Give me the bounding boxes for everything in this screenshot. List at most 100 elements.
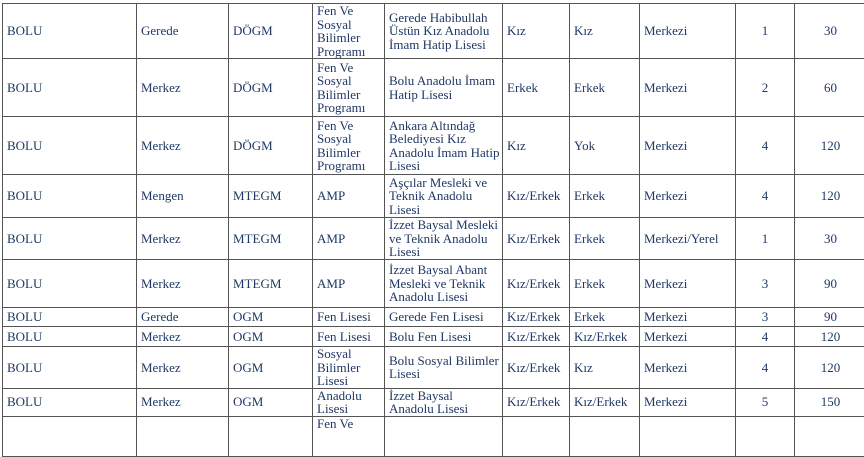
table-cell: MTEGM: [229, 218, 313, 260]
table-cell: İzzet Baysal Abant Mesleki ve Teknik Ana…: [385, 260, 503, 308]
table-cell: [640, 416, 736, 456]
table-cell: Merkezi: [640, 4, 736, 59]
table-cell: BOLU: [3, 175, 137, 218]
table-cell: 120: [795, 175, 864, 218]
table-cell: 120: [795, 327, 864, 347]
table-cell: Kız/Erkek: [503, 327, 570, 347]
table-cell: Merkezi: [640, 327, 736, 347]
table-cell: [570, 416, 640, 456]
table-cell: MTEGM: [229, 260, 313, 308]
table-cell: 30: [795, 4, 864, 59]
table-cell: Kız/Erkek: [570, 327, 640, 347]
table-cell: Fen Lisesi: [313, 327, 385, 347]
table-cell: [736, 416, 795, 456]
table-cell: Bolu Fen Lisesi: [385, 327, 503, 347]
table-cell: 120: [795, 347, 864, 389]
table-cell: Kız/Erkek: [503, 175, 570, 218]
table-cell: 3: [736, 308, 795, 327]
table-cell: Merkezi: [640, 175, 736, 218]
table-cell: 4: [736, 347, 795, 389]
table-cell: 1: [736, 218, 795, 260]
table-cell: Fen Lisesi: [313, 308, 385, 327]
table-cell: Kız: [570, 347, 640, 389]
table-cell: Gerede: [137, 4, 229, 59]
table-cell: 60: [795, 59, 864, 117]
table-cell: 120: [795, 117, 864, 175]
table-cell: Yok: [570, 117, 640, 175]
table-cell: 90: [795, 308, 864, 327]
table-cell: Merkez: [137, 327, 229, 347]
table-cell: OGM: [229, 347, 313, 389]
table-cell: Merkezi: [640, 117, 736, 175]
table-cell: 4: [736, 175, 795, 218]
table-cell: 2: [736, 59, 795, 117]
table-cell: Sosyal Bilimler Lisesi: [313, 347, 385, 389]
table-cell: 4: [736, 327, 795, 347]
table-cell: Merkezi: [640, 260, 736, 308]
table-cell: BOLU: [3, 260, 137, 308]
table-cell: 3: [736, 260, 795, 308]
table-cell: AMP: [313, 175, 385, 218]
table-cell: Gerede Habibullah Üstün Kız Anadolu İmam…: [385, 4, 503, 59]
table-cell: Aşçılar Mesleki ve Teknik Anadolu Lisesi: [385, 175, 503, 218]
table-cell: Fen Ve Sosyal Bilimler Programı: [313, 117, 385, 175]
table-cell: 4: [736, 117, 795, 175]
table-cell: Fen Ve Sosyal Bilimler Programı: [313, 59, 385, 117]
table-cell: Merkez: [137, 388, 229, 416]
table-cell: Merkez: [137, 59, 229, 117]
table-cell: BOLU: [3, 308, 137, 327]
document-page: { "colors": { "text": "#1f3864", "border…: [0, 3, 864, 422]
table-cell: İzzet Baysal Mesleki ve Teknik Anadolu L…: [385, 218, 503, 260]
table-cell: Erkek: [570, 308, 640, 327]
table-cell: Kız/Erkek: [503, 388, 570, 416]
table-cell: BOLU: [3, 327, 137, 347]
table-cell: MTEGM: [229, 175, 313, 218]
table-cell: Merkezi: [640, 347, 736, 389]
table-cell: Erkek: [570, 260, 640, 308]
table-cell: Kız/Erkek: [503, 218, 570, 260]
table-cell: Kız: [503, 117, 570, 175]
table-cell: Merkezi/Yerel: [640, 218, 736, 260]
table-cell: DÖGM: [229, 4, 313, 59]
table-cell: Merkez: [137, 218, 229, 260]
table-cell: Erkek: [570, 59, 640, 117]
table-cell: Kız/Erkek: [570, 388, 640, 416]
table-cell: Gerede: [137, 308, 229, 327]
table-cell: 30: [795, 218, 864, 260]
table-cell: Erkek: [570, 175, 640, 218]
table-cell: BOLU: [3, 218, 137, 260]
table-cell: Fen Ve: [313, 416, 385, 456]
table-cell: AMP: [313, 260, 385, 308]
table-cell: 1: [736, 4, 795, 59]
table-cell: DÖGM: [229, 59, 313, 117]
table-cell: Bolu Anadolu İmam Hatip Lisesi: [385, 59, 503, 117]
table-cell: DÖGM: [229, 117, 313, 175]
table-cell: Fen Ve Sosyal Bilimler Programı: [313, 4, 385, 59]
table-cell: Kız/Erkek: [503, 260, 570, 308]
table-cell: BOLU: [3, 59, 137, 117]
table-cell: Gerede Fen Lisesi: [385, 308, 503, 327]
table-cell: 90: [795, 260, 864, 308]
table-cell: Merkez: [137, 347, 229, 389]
table-cell: Merkezi: [640, 388, 736, 416]
table-cell: BOLU: [3, 4, 137, 59]
table-cell: OGM: [229, 327, 313, 347]
table-cell: [229, 416, 313, 456]
table-cell: BOLU: [3, 388, 137, 416]
table-cell: Merkez: [137, 260, 229, 308]
table-cell: Kız/Erkek: [503, 347, 570, 389]
table-cell: Anadolu Lisesi: [313, 388, 385, 416]
table-cell: BOLU: [3, 117, 137, 175]
table-cell: [3, 416, 137, 456]
table-row: Fen Ve: [3, 416, 864, 456]
